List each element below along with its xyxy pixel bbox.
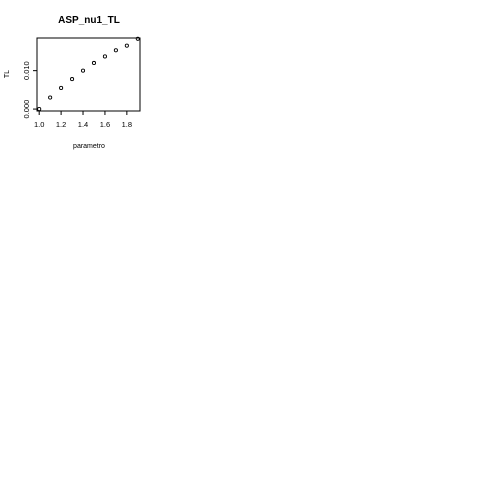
data-point	[37, 107, 42, 112]
y-tick-label: 0.010	[22, 61, 31, 80]
data-point	[102, 54, 107, 59]
data-point	[124, 43, 129, 48]
data-points	[37, 36, 140, 112]
data-point	[135, 36, 140, 41]
y-axis-label: TL	[4, 70, 11, 78]
chart-title: ASP_nu1_TL	[58, 15, 120, 26]
x-tick-label: 1.2	[56, 120, 66, 129]
data-point	[48, 95, 53, 100]
x-tick-label: 1.8	[122, 120, 132, 129]
data-point	[59, 85, 64, 90]
x-axis: 1.0 1.2 1.4 1.6 1.8	[34, 111, 132, 129]
data-point	[70, 77, 75, 82]
data-point	[91, 60, 97, 66]
x-tick-label: 1.0	[34, 120, 44, 129]
x-tick-label: 1.6	[100, 120, 110, 129]
y-tick-label: 0.000	[22, 100, 31, 119]
plot-frame	[36, 37, 141, 112]
x-tick-label: 1.4	[78, 120, 88, 129]
x-axis-label: parametro	[73, 143, 105, 150]
y-axis: 0.000 0.010	[22, 61, 37, 118]
data-point	[113, 48, 118, 53]
data-point	[80, 68, 86, 73]
